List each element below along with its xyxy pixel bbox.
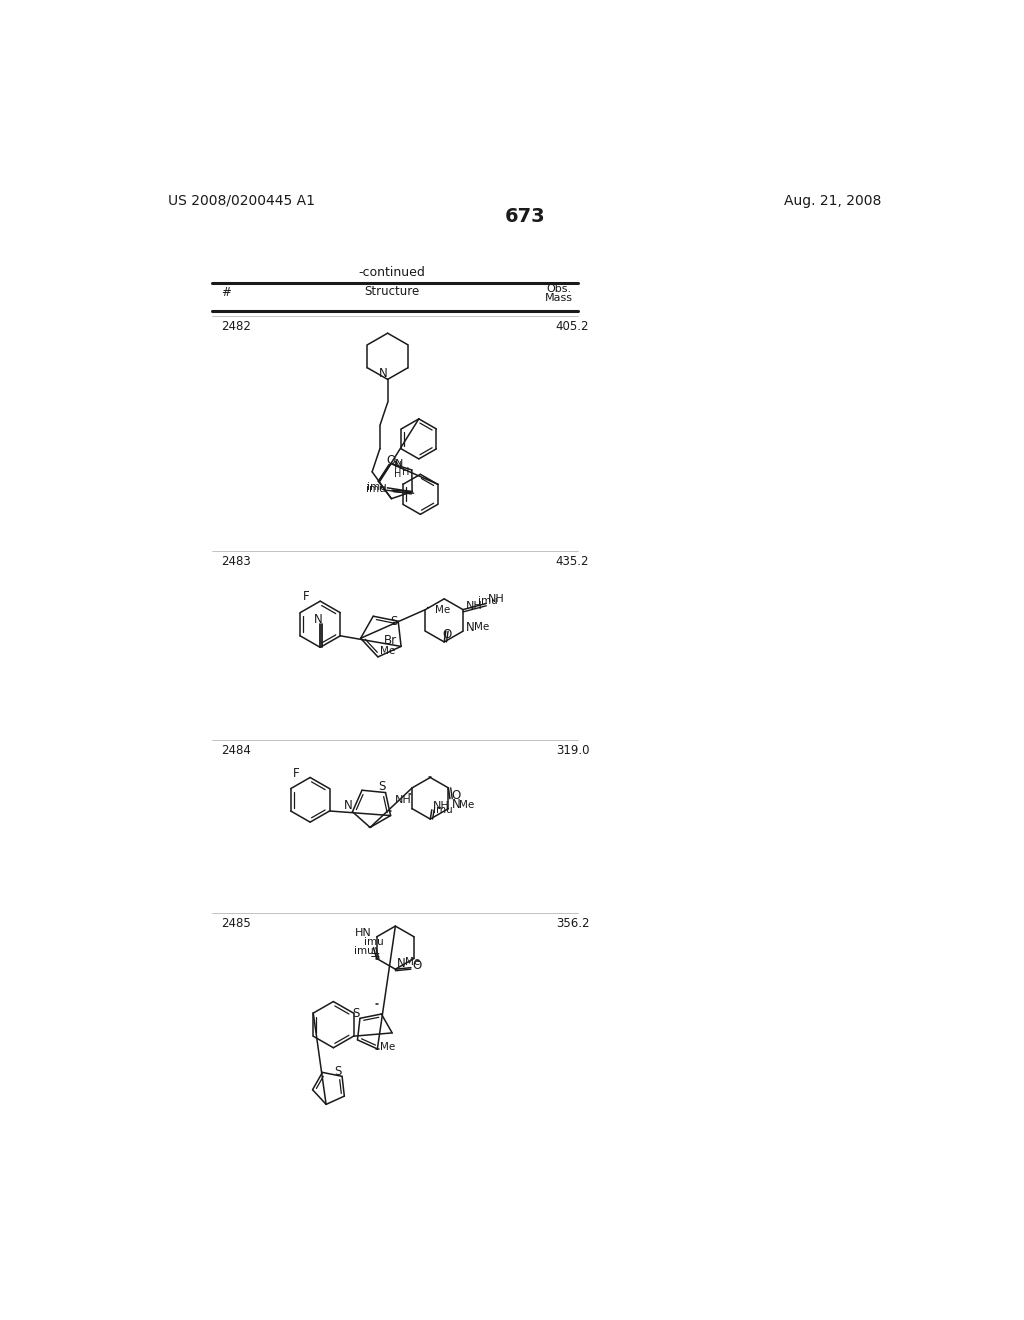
Text: imu: imu bbox=[433, 805, 453, 816]
Text: N: N bbox=[452, 799, 460, 812]
Text: H: H bbox=[394, 469, 401, 479]
Text: Me: Me bbox=[435, 605, 451, 615]
Text: Br: Br bbox=[384, 634, 397, 647]
Text: 2484: 2484 bbox=[221, 743, 251, 756]
Text: N: N bbox=[466, 620, 475, 634]
Text: HN: HN bbox=[355, 928, 372, 939]
Text: 356.2: 356.2 bbox=[556, 917, 589, 929]
Text: Structure: Structure bbox=[364, 285, 419, 298]
Text: imu: imu bbox=[353, 946, 374, 956]
Text: NH: NH bbox=[394, 795, 412, 805]
Text: -continued: -continued bbox=[358, 267, 425, 280]
Text: NH: NH bbox=[466, 601, 483, 611]
Text: F: F bbox=[303, 590, 309, 603]
Text: N: N bbox=[393, 461, 402, 471]
Text: S: S bbox=[352, 1007, 359, 1020]
Text: Me: Me bbox=[380, 647, 395, 656]
Text: N: N bbox=[397, 957, 406, 970]
Text: NH: NH bbox=[487, 594, 505, 605]
Text: S: S bbox=[390, 615, 398, 628]
Text: S: S bbox=[378, 780, 385, 793]
Text: F: F bbox=[293, 767, 299, 780]
Text: Me: Me bbox=[381, 1043, 395, 1052]
Text: O: O bbox=[386, 454, 395, 466]
Text: 2485: 2485 bbox=[221, 917, 251, 929]
Text: N: N bbox=[344, 799, 353, 812]
Text: 319.0: 319.0 bbox=[556, 743, 589, 756]
Text: Aug. 21, 2008: Aug. 21, 2008 bbox=[784, 194, 882, 207]
Text: 2483: 2483 bbox=[221, 554, 251, 568]
Text: O: O bbox=[413, 958, 422, 972]
Text: #: # bbox=[221, 286, 230, 300]
Text: 405.2: 405.2 bbox=[556, 321, 589, 333]
Text: N: N bbox=[313, 614, 323, 627]
Text: imu: imu bbox=[368, 482, 387, 491]
Text: Obs.: Obs. bbox=[547, 284, 571, 294]
Text: =: = bbox=[370, 949, 380, 962]
Text: O: O bbox=[442, 628, 452, 642]
Text: N: N bbox=[379, 367, 388, 380]
Text: imu: imu bbox=[365, 937, 384, 946]
Text: 435.2: 435.2 bbox=[556, 554, 589, 568]
Text: Me: Me bbox=[404, 957, 420, 966]
Text: 2482: 2482 bbox=[221, 321, 251, 333]
Text: N: N bbox=[395, 459, 403, 469]
Text: imu: imu bbox=[478, 595, 499, 606]
Text: Me: Me bbox=[459, 800, 474, 809]
Text: H: H bbox=[402, 467, 410, 477]
Text: 673: 673 bbox=[505, 207, 545, 226]
Text: Me: Me bbox=[474, 622, 489, 632]
Text: US 2008/0200445 A1: US 2008/0200445 A1 bbox=[168, 194, 315, 207]
Text: Mass: Mass bbox=[545, 293, 572, 304]
Text: NH: NH bbox=[433, 800, 451, 810]
Text: O: O bbox=[452, 789, 461, 803]
Text: S: S bbox=[335, 1065, 342, 1078]
Text: imu: imu bbox=[366, 484, 385, 494]
